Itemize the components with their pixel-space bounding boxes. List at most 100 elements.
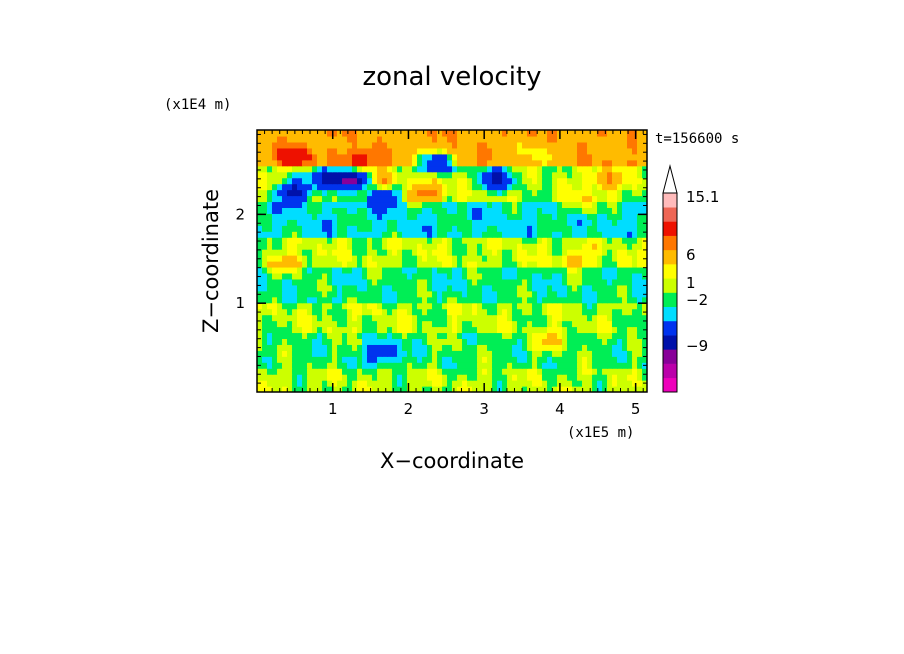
field-cell <box>417 350 423 357</box>
field-cell <box>312 207 318 214</box>
field-cell <box>327 195 333 203</box>
field-cell <box>407 249 413 256</box>
field-cell <box>347 183 353 191</box>
field-cell <box>582 171 588 179</box>
field-cell <box>442 201 448 208</box>
field-cell <box>337 249 343 256</box>
field-cell <box>312 195 318 203</box>
field-cell <box>312 362 318 369</box>
colorbar-segment <box>663 349 677 364</box>
field-cell <box>617 350 623 357</box>
field-cell <box>602 207 608 214</box>
field-cell <box>342 153 348 161</box>
field-cell <box>377 225 383 232</box>
field-cell <box>607 290 613 298</box>
field-cell <box>437 153 443 161</box>
field-cell <box>327 225 333 232</box>
field-cell <box>437 177 443 185</box>
field-cell <box>612 141 618 149</box>
field-cell <box>522 272 528 280</box>
field-cell <box>547 314 553 322</box>
field-cell <box>317 237 323 244</box>
field-cell <box>387 386 393 392</box>
field-cell <box>487 284 493 292</box>
field-cell <box>362 255 368 262</box>
field-cell <box>367 290 373 298</box>
field-cell <box>272 165 278 173</box>
field-cell <box>387 219 393 226</box>
field-cell <box>422 326 428 334</box>
field-cell <box>562 147 568 155</box>
field-cell <box>422 249 428 256</box>
field-cell <box>627 386 633 392</box>
field-cell <box>342 219 348 226</box>
field-cell <box>627 368 633 375</box>
field-cell <box>487 177 493 185</box>
field-cell <box>422 314 428 322</box>
field-cell <box>627 165 633 173</box>
field-cell <box>307 213 313 220</box>
field-cell <box>397 213 403 220</box>
field-cell <box>452 141 458 149</box>
field-cell <box>297 249 303 256</box>
field-cell <box>282 201 288 208</box>
field-cell <box>467 189 473 197</box>
field-cell <box>597 380 603 387</box>
field-cell <box>447 332 453 339</box>
field-cell <box>437 308 443 316</box>
field-cell <box>332 177 338 185</box>
field-cell <box>282 386 288 392</box>
field-cell <box>487 308 493 316</box>
field-cell <box>422 141 428 149</box>
field-cell <box>402 278 408 286</box>
field-cell <box>387 159 393 167</box>
field-cell <box>397 201 403 208</box>
field-cell <box>337 326 343 334</box>
field-cell <box>337 130 343 137</box>
field-cell <box>342 356 348 363</box>
field-cell <box>267 368 273 375</box>
field-cell <box>292 296 298 304</box>
field-cell <box>537 266 543 274</box>
field-cell <box>617 308 623 316</box>
field-cell <box>387 290 393 298</box>
field-cell <box>392 320 398 328</box>
field-cell <box>572 344 578 351</box>
field-cell <box>317 130 323 137</box>
field-cell <box>307 380 313 387</box>
field-cell <box>477 207 483 214</box>
field-cell <box>317 356 323 363</box>
field-cell <box>317 320 323 328</box>
field-cell <box>472 278 478 286</box>
field-cell <box>572 314 578 322</box>
field-cell <box>632 296 638 304</box>
field-cell <box>612 165 618 173</box>
field-cell <box>282 213 288 220</box>
field-cell <box>502 320 508 328</box>
field-cell <box>512 278 518 286</box>
field-cell <box>542 201 548 208</box>
field-cell <box>362 272 368 280</box>
field-cell <box>592 177 598 185</box>
field-cell <box>512 207 518 214</box>
field-cell <box>607 284 613 292</box>
field-cell <box>452 308 458 316</box>
field-cell <box>387 147 393 155</box>
field-cell <box>597 326 603 334</box>
field-cell <box>597 386 603 392</box>
field-cell <box>572 284 578 292</box>
field-cell <box>467 153 473 161</box>
field-cell <box>282 207 288 214</box>
field-cell <box>472 326 478 334</box>
field-cell <box>562 302 568 310</box>
field-cell <box>597 368 603 375</box>
field-cell <box>557 261 563 268</box>
field-cell <box>562 266 568 274</box>
field-cell <box>317 159 323 167</box>
field-cell <box>457 231 463 238</box>
field-cell <box>442 284 448 292</box>
field-cell <box>477 290 483 298</box>
field-cell <box>277 135 283 143</box>
field-cell <box>622 237 628 244</box>
field-cell <box>337 344 343 351</box>
